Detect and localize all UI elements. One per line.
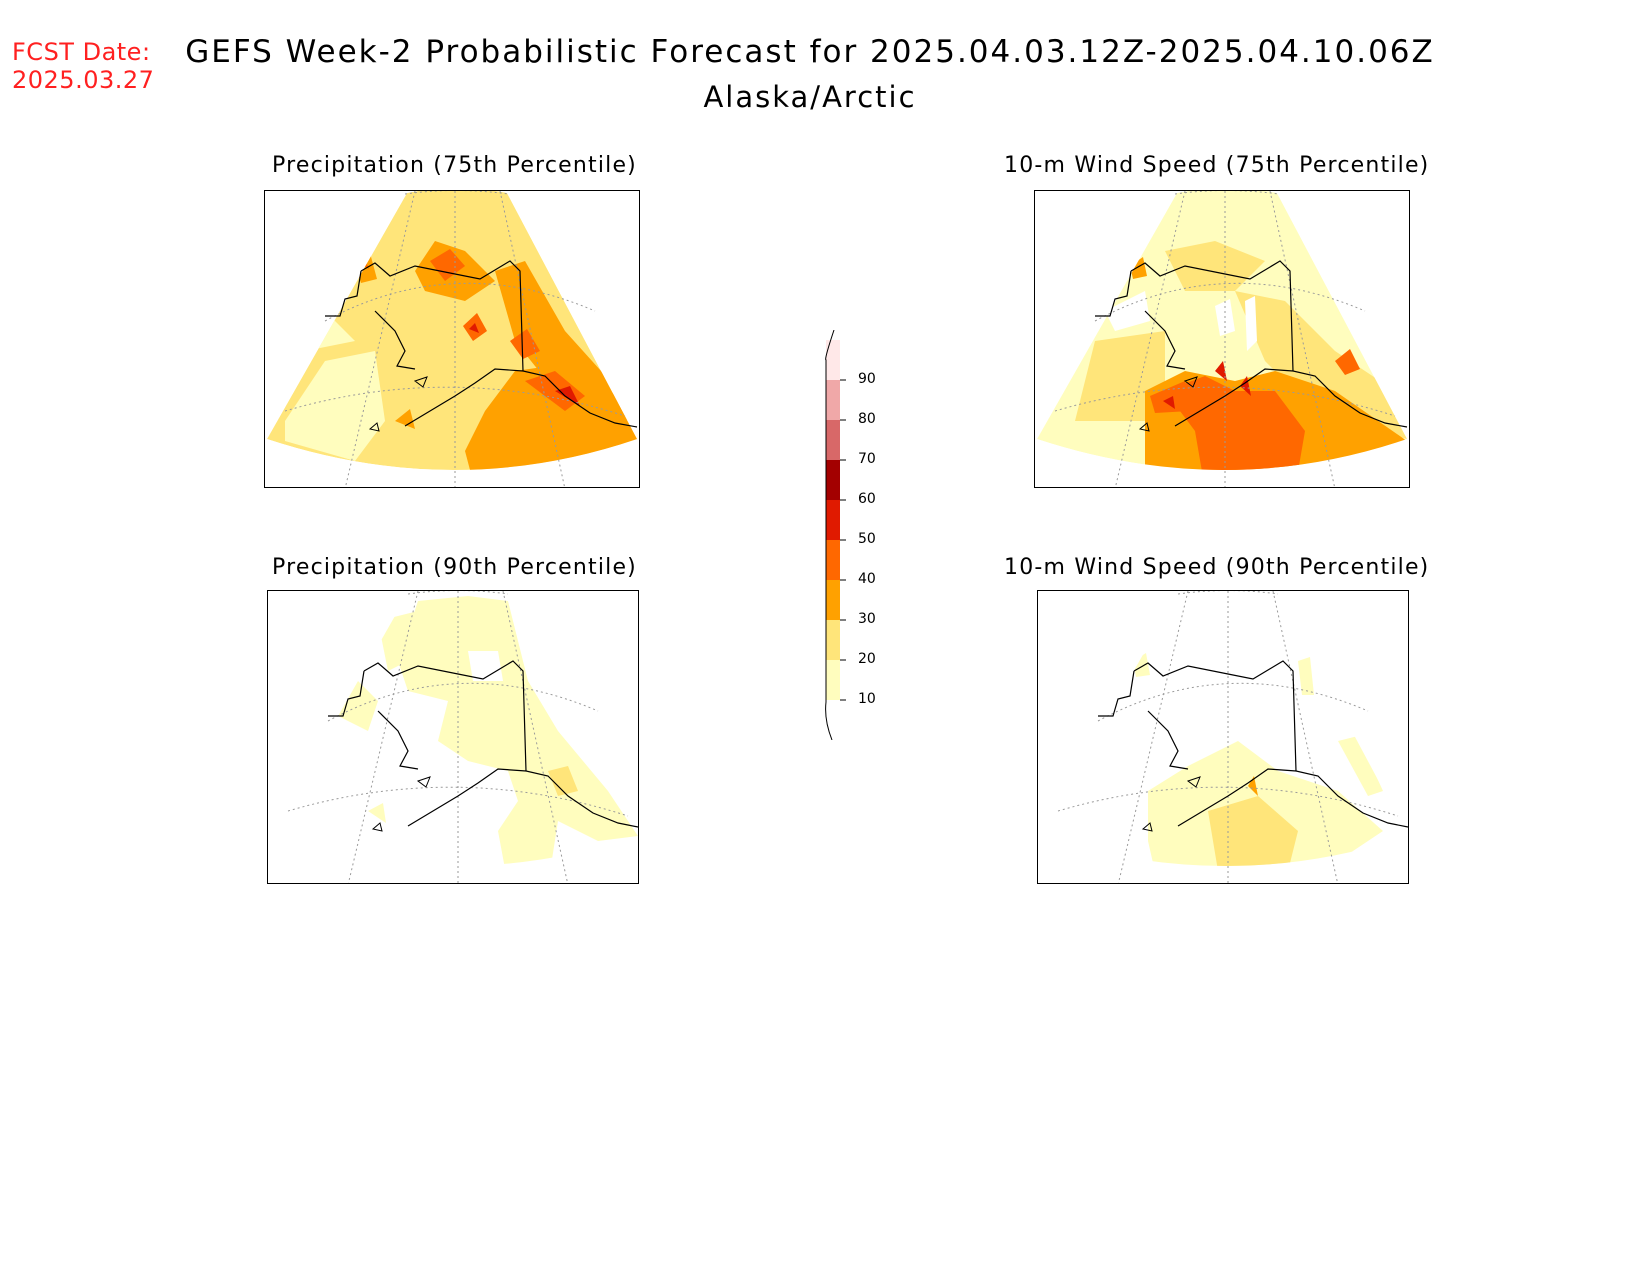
fcst-label: FCST Date: [12, 38, 151, 66]
panel-title-precip-75: Precipitation (75th Percentile) [272, 153, 637, 178]
map-panel-precip-90 [267, 590, 639, 884]
panel-title-precip-90: Precipitation (90th Percentile) [272, 555, 637, 580]
colorbar-swatch [826, 660, 840, 700]
colorbar-tick-label: 80 [858, 411, 876, 427]
main-title: GEFS Week-2 Probabilistic Forecast for 2… [185, 34, 1435, 70]
colorbar-tick-label: 10 [858, 691, 876, 707]
colorbar-tick-label: 70 [858, 451, 876, 467]
colorbar-tick-label: 20 [858, 651, 876, 667]
colorbar-swatch [826, 620, 840, 660]
colorbar-swatch [826, 500, 840, 540]
colorbar-swatch [826, 540, 840, 580]
colorbar-tick-label: 50 [858, 531, 876, 547]
region-subtitle: Alaska/Arctic [703, 80, 917, 114]
colorbar-svg [825, 329, 846, 741]
colorbar-tick-label: 30 [858, 611, 876, 627]
map-panel-wind-90 [1037, 590, 1409, 884]
forecast-date-label: FCST Date: 2025.03.27 [12, 38, 154, 94]
colorbar [820, 329, 850, 744]
map-panel-wind-75 [1034, 190, 1410, 488]
map-panel-precip-75 [264, 190, 640, 488]
colorbar-swatch [826, 460, 840, 500]
colorbar-tick-label: 60 [858, 491, 876, 507]
colorbar-swatch [826, 580, 840, 620]
colorbar-swatch [826, 420, 840, 460]
panel-title-wind-75: 10-m Wind Speed (75th Percentile) [1004, 153, 1430, 178]
colorbar-swatch [826, 380, 840, 420]
panel-title-wind-90: 10-m Wind Speed (90th Percentile) [1004, 555, 1430, 580]
fcst-date: 2025.03.27 [12, 66, 155, 94]
colorbar-tick-label: 90 [858, 371, 876, 387]
colorbar-swatch [826, 340, 840, 380]
colorbar-tick-label: 40 [858, 571, 876, 587]
colorbar-outline [825, 329, 835, 741]
